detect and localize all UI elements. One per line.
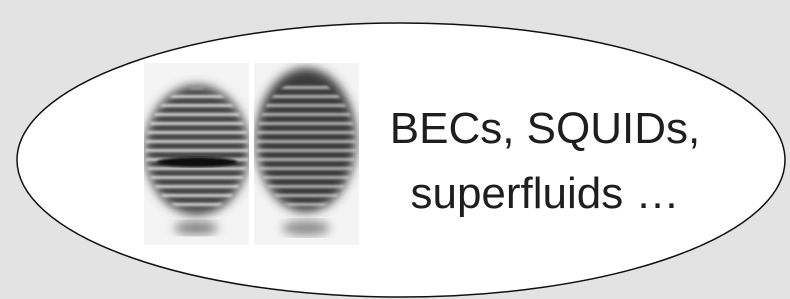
caption-line: superfluids …	[410, 169, 679, 218]
slide: BECs, SQUIDs, superfluids …	[0, 0, 790, 299]
caption-line: BECs, SQUIDs,	[390, 104, 701, 153]
bec-image-right	[253, 62, 360, 246]
bec-image-left	[143, 62, 250, 246]
page: BECs, SQUIDs, superfluids … (() => { con…	[0, 0, 790, 299]
bubble	[17, 23, 785, 297]
